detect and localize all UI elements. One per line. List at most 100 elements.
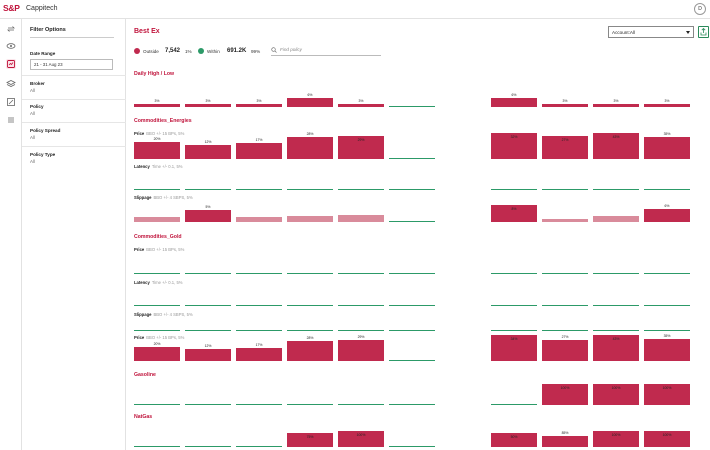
outside-bar[interactable] (491, 433, 537, 447)
within-bar[interactable] (644, 305, 690, 306)
outside-bar[interactable] (542, 384, 588, 405)
policy-type-filter[interactable]: Policy Type All (30, 152, 120, 164)
outside-bar[interactable] (185, 349, 231, 361)
outside-bar[interactable] (593, 431, 639, 447)
outside-bar[interactable] (644, 431, 690, 447)
outside-bar[interactable] (491, 133, 537, 159)
outside-bar[interactable] (644, 104, 690, 107)
outside-bar[interactable] (542, 340, 588, 361)
outside-bar[interactable] (185, 210, 231, 222)
within-bar[interactable] (338, 189, 384, 190)
within-bar[interactable] (644, 330, 690, 331)
within-bar[interactable] (185, 330, 231, 331)
within-bar[interactable] (542, 189, 588, 190)
report-icon[interactable] (6, 97, 16, 107)
within-bar[interactable] (185, 189, 231, 190)
outside-bar[interactable] (338, 136, 384, 159)
within-bar[interactable] (134, 273, 180, 274)
outside-bar[interactable] (491, 98, 537, 107)
outside-bar[interactable] (287, 98, 333, 107)
outside-bar[interactable] (644, 137, 690, 159)
outside-bar[interactable] (287, 216, 333, 222)
outside-bar[interactable] (644, 339, 690, 361)
within-bar[interactable] (491, 305, 537, 306)
within-bar[interactable] (236, 446, 282, 447)
within-bar[interactable] (389, 273, 435, 274)
outside-bar[interactable] (593, 335, 639, 361)
within-bar[interactable] (338, 404, 384, 405)
within-bar[interactable] (287, 273, 333, 274)
within-bar[interactable] (593, 305, 639, 306)
outside-bar[interactable] (338, 215, 384, 222)
outside-bar[interactable] (134, 104, 180, 107)
outside-bar[interactable] (134, 347, 180, 361)
outside-bar[interactable] (185, 145, 231, 159)
within-bar[interactable] (287, 189, 333, 190)
eye-icon[interactable] (6, 41, 16, 51)
within-bar[interactable] (236, 305, 282, 306)
within-bar[interactable] (236, 404, 282, 405)
within-bar[interactable] (185, 273, 231, 274)
outside-bar[interactable] (491, 205, 537, 222)
outside-bar[interactable] (134, 142, 180, 159)
within-bar[interactable] (491, 273, 537, 274)
within-bar[interactable] (491, 330, 537, 331)
within-bar[interactable] (491, 189, 537, 190)
export-button[interactable] (698, 26, 709, 38)
outside-bar[interactable] (185, 104, 231, 107)
outside-bar[interactable] (593, 104, 639, 107)
outside-bar[interactable] (542, 436, 588, 447)
within-bar[interactable] (593, 330, 639, 331)
within-bar[interactable] (389, 106, 435, 107)
within-bar[interactable] (338, 273, 384, 274)
within-bar[interactable] (644, 189, 690, 190)
within-bar[interactable] (389, 305, 435, 306)
within-bar[interactable] (236, 189, 282, 190)
within-bar[interactable] (542, 305, 588, 306)
outside-bar[interactable] (134, 217, 180, 222)
within-bar[interactable] (287, 330, 333, 331)
within-bar[interactable] (134, 330, 180, 331)
within-bar[interactable] (287, 305, 333, 306)
outside-bar[interactable] (236, 217, 282, 222)
broker-filter[interactable]: Broker All (30, 81, 120, 93)
within-bar[interactable] (236, 273, 282, 274)
within-bar[interactable] (491, 404, 537, 405)
within-bar[interactable] (134, 446, 180, 447)
within-bar[interactable] (593, 273, 639, 274)
policy-filter[interactable]: Policy All (30, 104, 120, 116)
outside-bar[interactable] (644, 209, 690, 222)
within-bar[interactable] (185, 446, 231, 447)
outside-bar[interactable] (236, 348, 282, 361)
outside-bar[interactable] (287, 341, 333, 361)
within-bar[interactable] (338, 305, 384, 306)
user-avatar[interactable]: D (694, 3, 706, 15)
chart-icon[interactable] (6, 59, 16, 69)
outside-bar[interactable] (542, 136, 588, 159)
policy-spread-filter[interactable]: Policy Spread All (30, 128, 120, 140)
within-bar[interactable] (389, 221, 435, 222)
outside-bar[interactable] (542, 219, 588, 222)
outside-bar[interactable] (287, 433, 333, 447)
layers-icon[interactable] (6, 79, 16, 89)
account-select[interactable]: Account:All (608, 26, 694, 38)
within-bar[interactable] (338, 330, 384, 331)
outside-bar[interactable] (593, 216, 639, 222)
within-bar[interactable] (134, 189, 180, 190)
date-range-input[interactable]: 21 - 31 Aug 23 (30, 59, 113, 70)
outside-bar[interactable] (236, 143, 282, 159)
within-bar[interactable] (593, 189, 639, 190)
within-bar[interactable] (389, 360, 435, 361)
sync-icon[interactable] (6, 24, 16, 34)
list-icon[interactable] (6, 115, 16, 125)
within-bar[interactable] (644, 273, 690, 274)
within-bar[interactable] (185, 305, 231, 306)
outside-bar[interactable] (236, 104, 282, 107)
within-bar[interactable] (389, 158, 435, 159)
outside-bar[interactable] (593, 133, 639, 159)
outside-bar[interactable] (593, 384, 639, 405)
within-bar[interactable] (389, 404, 435, 405)
within-bar[interactable] (236, 330, 282, 331)
outside-bar[interactable] (542, 104, 588, 107)
within-bar[interactable] (389, 330, 435, 331)
